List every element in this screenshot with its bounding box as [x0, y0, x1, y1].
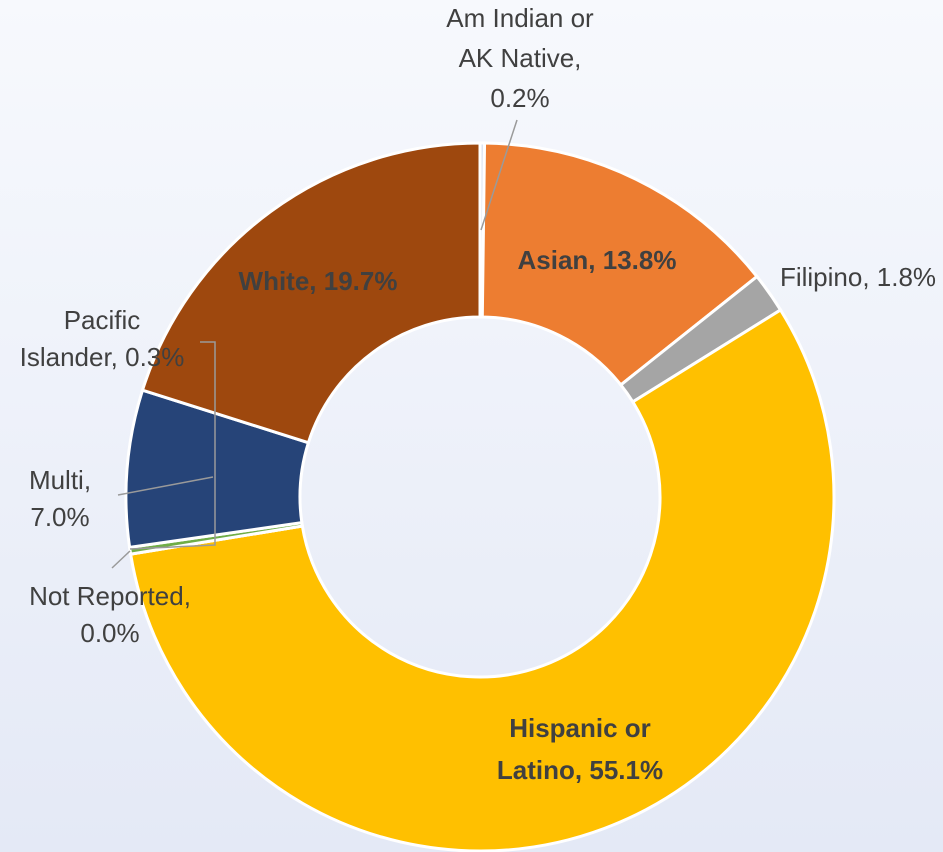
- data-label: Not Reported, 0.0%: [29, 581, 191, 648]
- data-label: Filipino, 1.8%: [780, 262, 936, 292]
- donut-slice: [480, 141, 760, 388]
- data-label-line: Am Indian or: [446, 3, 594, 33]
- data-label: Hispanic or Latino, 55.1%: [497, 713, 663, 785]
- leader-line: [117, 476, 214, 496]
- data-label-line: 7.0%: [30, 502, 89, 532]
- data-label: Asian, 13.8%: [518, 245, 677, 275]
- data-label-line: Latino, 55.1%: [497, 755, 663, 785]
- data-label-line: Asian, 13.8%: [518, 245, 677, 275]
- data-label-line: Islander, 0.3%: [20, 342, 185, 372]
- data-label: White, 19.7%: [239, 266, 398, 296]
- donut-slice: [140, 141, 482, 445]
- leader-line: [111, 550, 131, 569]
- data-label-line: Hispanic or: [509, 713, 651, 743]
- data-label: Pacific Islander, 0.3%: [20, 305, 185, 372]
- data-label-line: Not Reported,: [29, 581, 191, 611]
- data-label: Multi, 7.0%: [29, 465, 91, 532]
- data-label-line: Filipino, 1.8%: [780, 262, 936, 292]
- data-label-line: Multi,: [29, 465, 91, 495]
- leader-line: [480, 119, 518, 231]
- leader-line: [129, 341, 216, 550]
- data-label: Am Indian or AK Native, 0.2%: [446, 3, 594, 113]
- data-label-line: 0.0%: [80, 618, 139, 648]
- donut-slice: [128, 307, 836, 852]
- data-label-line: Pacific: [64, 305, 141, 335]
- data-label-line: 0.2%: [490, 83, 549, 113]
- data-label-line: AK Native,: [459, 43, 582, 73]
- data-label-line: White, 19.7%: [239, 266, 398, 296]
